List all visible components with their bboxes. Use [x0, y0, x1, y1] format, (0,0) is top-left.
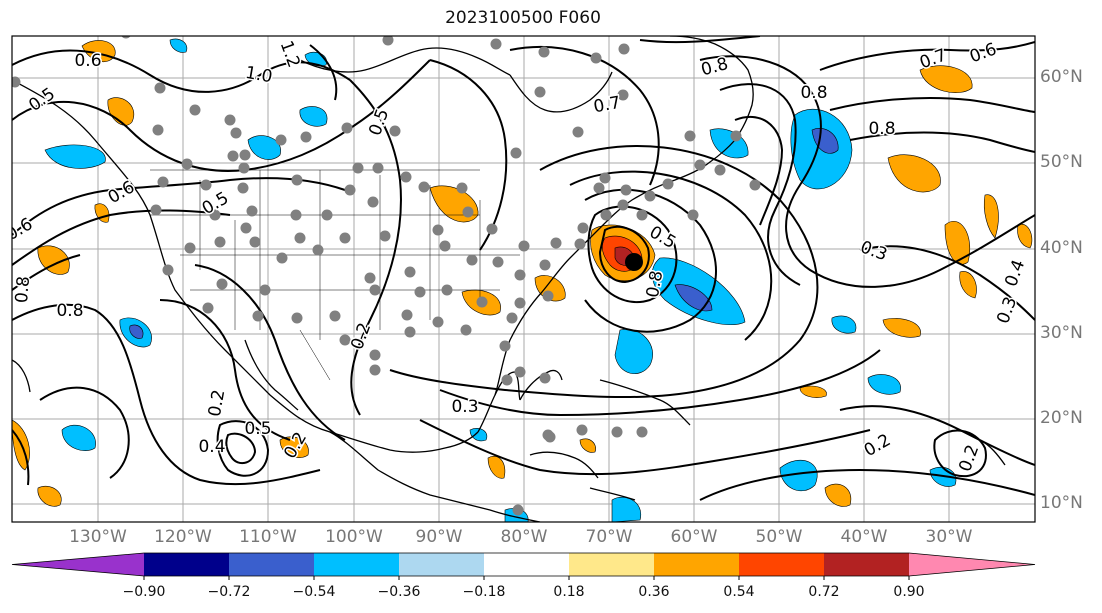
contour-label: 0.8: [699, 54, 730, 80]
contour-label: 0.2: [280, 429, 311, 462]
lon-label: 60°W: [670, 527, 718, 547]
colorbar-swatch: [654, 553, 739, 576]
lon-label: 40°W: [840, 527, 888, 547]
lat-label: 10°N: [1040, 493, 1083, 513]
lat-label: 50°N: [1040, 152, 1083, 172]
coastlines: [12, 36, 1006, 522]
lon-label: 30°W: [925, 527, 973, 547]
lon-label: 80°W: [500, 527, 548, 547]
storm-center-marker: [625, 253, 643, 271]
colorbar-swatch: [144, 553, 229, 576]
colorbar-tick-label: 0.72: [808, 584, 840, 600]
colorbar: [11, 552, 1036, 580]
lat-label: 40°N: [1040, 238, 1083, 258]
colorbar-extend-low: [12, 553, 144, 576]
anomaly-shading: [12, 38, 1033, 522]
colorbar-tick-label: 0.18: [553, 584, 585, 600]
contour-label: 0.4: [1001, 257, 1029, 289]
colorbar-swatch: [484, 553, 569, 576]
lon-label: 90°W: [415, 527, 463, 547]
colorbar-swatch: [399, 553, 484, 576]
contour-label: 0.8: [56, 301, 83, 321]
contour-label: 0.2: [205, 388, 229, 418]
colorbar-extend-high: [909, 553, 1035, 576]
colorbar-swatch: [569, 553, 654, 576]
contour-label: 0.5: [244, 419, 271, 439]
colorbar-tick-label: −0.90: [122, 584, 166, 600]
colorbar-swatch: [229, 553, 314, 576]
contour-label: 0.6: [74, 51, 101, 71]
lon-label: 70°W: [585, 527, 633, 547]
contour-label: 0.2: [955, 442, 983, 474]
contour-label: 0.8: [868, 119, 895, 139]
contour-label: 0.3: [993, 294, 1021, 326]
colorbar-tick-label: −0.54: [292, 584, 336, 600]
lon-label: 130°W: [69, 527, 127, 547]
contour-label: 0.2: [347, 320, 375, 352]
colorbar-tick-label: −0.72: [207, 584, 251, 600]
lat-label: 30°N: [1040, 323, 1083, 343]
station-markers: [12, 36, 761, 516]
contour-label: 0.2: [861, 430, 894, 461]
contour-label: 0.6: [105, 177, 138, 208]
lon-label: 110°W: [239, 527, 297, 547]
contour-label: 0.3: [858, 237, 890, 265]
colorbar-swatch: [739, 553, 824, 576]
lat-label: 60°N: [1040, 67, 1083, 87]
contour-label: 0.8: [800, 83, 827, 103]
contour-label: 0.4: [198, 437, 225, 457]
colorbar-swatch: [824, 553, 909, 576]
contour-label: 1.0: [244, 63, 274, 87]
colorbar-tick-label: −0.18: [462, 584, 506, 600]
contour-label: 0.8: [12, 275, 34, 304]
contour-label: 0.5: [25, 84, 59, 116]
contour-label: 0.5: [365, 106, 393, 138]
colorbar-tick-label: 0.36: [638, 584, 670, 600]
colorbar-tick-label: 0.54: [723, 584, 755, 600]
lat-label: 20°N: [1040, 408, 1083, 428]
contour-label: 0.7: [592, 93, 622, 117]
lon-label: 50°W: [755, 527, 803, 547]
lon-label: 120°W: [154, 527, 212, 547]
contour-label: 0.6: [967, 39, 999, 67]
contour-label: 0.3: [451, 397, 478, 417]
colorbar-swatch: [314, 553, 399, 576]
lon-label: 100°W: [325, 527, 383, 547]
map-frame: [11, 35, 1036, 523]
map-title: 2023100500 F060: [445, 8, 601, 28]
colorbar-tick-label: 0.90: [893, 584, 925, 600]
colorbar-tick-label: −0.36: [377, 584, 421, 600]
